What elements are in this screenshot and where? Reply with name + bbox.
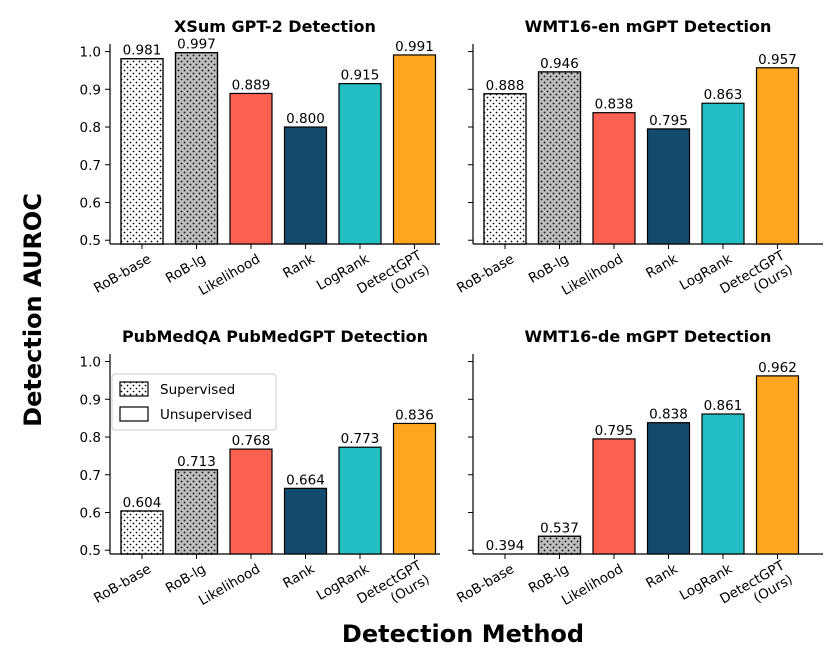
chart-title: PubMedQA PubMedGPT Detection [122,327,428,346]
bar-value-label: 0.888 [486,78,525,94]
y-tick-label: 0.7 [80,158,101,174]
y-tick-label: 1.0 [80,355,101,371]
x-tick-label: Rank [643,561,680,592]
bar [701,413,745,555]
bar-value-label: 0.604 [123,495,162,511]
chart-panel: XSum GPT-2 Detection 0.5 0.6 0.7 0.8 0.9 1.0 0.… [80,17,440,299]
bar-hatch [120,510,164,555]
bar-value-label: 0.800 [286,111,325,127]
legend-frame [111,373,277,431]
y-tick-label: 0.5 [80,543,101,559]
bar-value-label: 0.795 [649,113,688,129]
bar-value-label: 0.768 [232,433,271,449]
bar [755,375,800,555]
x-tick-label: Likelihood [196,561,263,609]
x-axis-label: Detection Method [342,620,584,648]
y-tick-label: 1.0 [80,45,101,61]
bar [701,102,745,245]
bar [229,92,273,245]
chart-title: WMT16-en mGPT Detection [525,17,772,36]
y-tick-label: 0.8 [80,430,101,446]
chart-panel: WMT16-de mGPT Detection 0.394 RoB-base 0.53… [454,327,823,609]
bar [392,54,437,245]
legend-label-supervised: Supervised [160,382,235,398]
bar [338,446,382,555]
legend-label-unsupervised: Unsupervised [160,407,252,423]
y-tick-label: 0.6 [80,195,101,211]
bar [646,422,691,555]
bar-value-label: 0.664 [286,472,325,488]
bar [338,83,382,245]
bar [392,422,437,555]
bar-value-label: 0.962 [758,360,797,376]
chart-title: XSum GPT-2 Detection [174,17,376,36]
bar-hatch [174,469,219,555]
bar-value-label: 0.981 [123,43,162,59]
y-tick-label: 0.6 [80,505,101,521]
x-tick-label: RoB-base [91,251,154,297]
y-tick-label: 0.9 [80,82,101,98]
bar [646,128,691,245]
bar [755,67,800,245]
bar-value-label: 0.861 [704,398,743,414]
bar-value-label: 0.991 [395,39,434,55]
x-tick-label: Likelihood [559,251,626,299]
legend-swatch-supervised [119,381,149,397]
bar-value-label: 0.946 [540,56,579,72]
bar-hatch [120,58,164,245]
bar [592,112,636,245]
bar [592,438,636,555]
bar-hatch [174,52,219,245]
bar-value-label: 0.394 [486,538,525,554]
bar-value-label: 0.836 [395,407,434,423]
bar-value-label: 0.713 [177,454,216,470]
bar-value-label: 0.915 [341,68,380,84]
bar [283,487,328,555]
x-tick-label: RoB-base [454,251,517,297]
legend-swatch-unsupervised [119,406,149,422]
x-tick-label: Likelihood [559,561,626,609]
x-tick-label: RoB-base [454,561,517,607]
y-tick-label: 0.8 [80,120,101,136]
bar-hatch [483,93,527,245]
y-tick-label: 0.5 [80,233,101,249]
x-tick-label: Likelihood [196,251,263,299]
bar-value-label: 0.838 [649,407,688,423]
chart-title: WMT16-de mGPT Detection [525,327,772,346]
chart-panel: PubMedQA PubMedGPT Detection 0.5 0.6 0.7 0.8… [80,327,440,609]
bar [229,448,273,555]
x-tick-label: RoB-base [91,561,154,607]
y-axis-label: Detection AUROC [19,193,47,427]
chart-panel: WMT16-en mGPT Detection 0.888 RoB-base 0.94… [454,17,823,299]
x-tick-label: Rank [643,251,680,282]
bar-value-label: 0.957 [758,52,797,68]
bar [283,126,328,245]
x-tick-label: Rank [280,251,317,282]
y-tick-label: 0.7 [80,468,101,484]
bar-hatch [537,71,582,245]
bar-hatch [537,535,582,555]
bar-value-label: 0.997 [177,37,216,53]
bar-value-label: 0.889 [232,77,271,93]
x-tick-label: Rank [280,561,317,592]
y-tick-label: 0.9 [80,392,101,408]
bar-value-label: 0.773 [341,431,380,447]
bar-value-label: 0.537 [540,520,579,536]
chart-panels: XSum GPT-2 Detection 0.5 0.6 0.7 0.8 0.9 1.0 0.… [80,17,823,609]
bar-value-label: 0.795 [595,423,634,439]
legend: Supervised Unsupervised [111,373,277,431]
bar-value-label: 0.863 [704,87,743,103]
bar-value-label: 0.838 [595,97,634,113]
